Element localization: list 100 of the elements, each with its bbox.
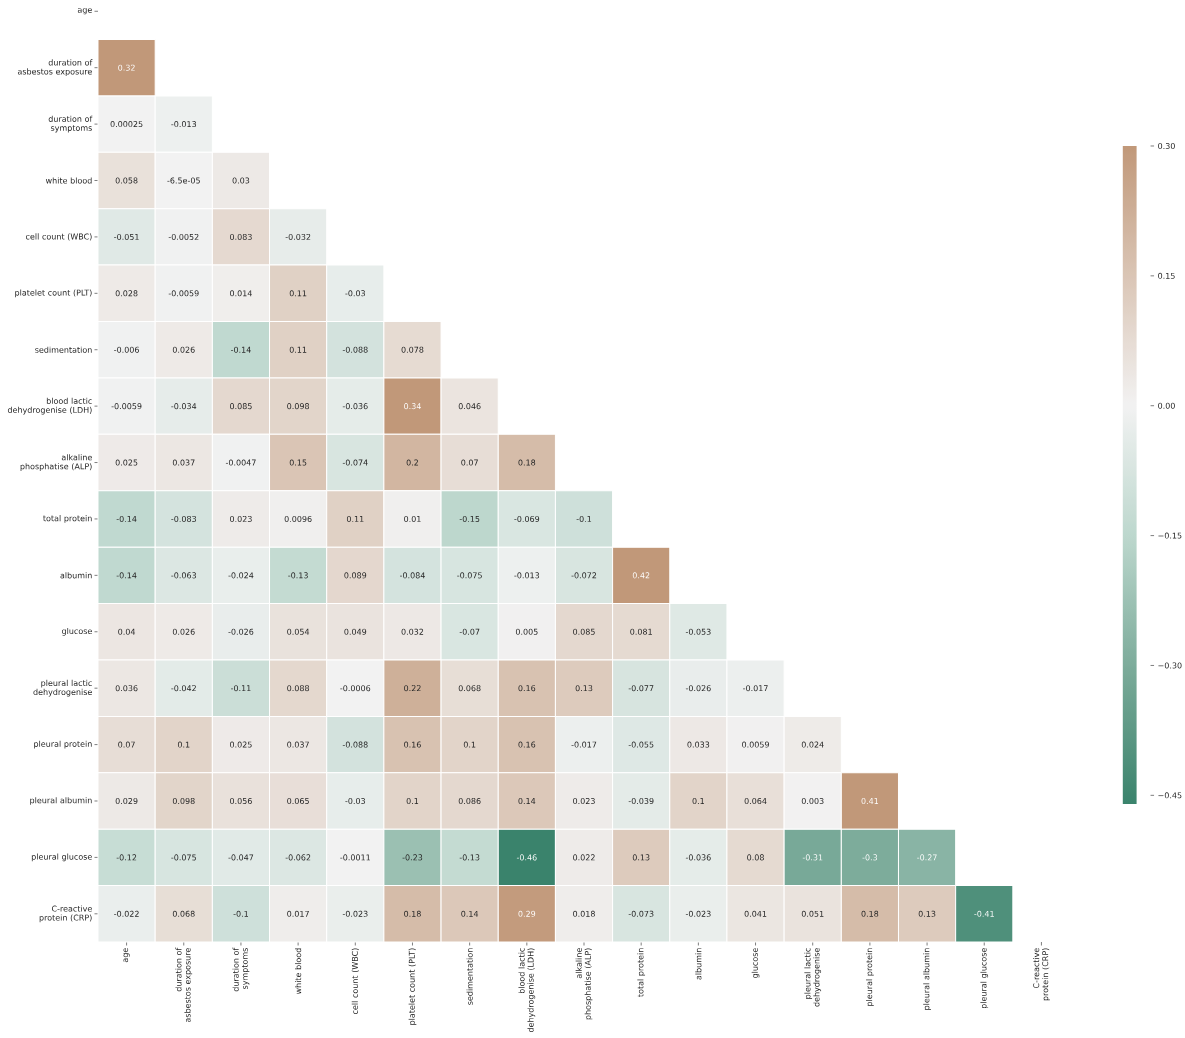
data-label: -0.017	[571, 741, 597, 748]
data-label: 0.11	[346, 515, 364, 522]
data-label: 0.29	[518, 910, 536, 917]
data-label: 0.16	[518, 741, 536, 748]
data-label: -0.023	[342, 910, 368, 917]
data-label: -0.074	[342, 459, 368, 466]
data-label: 0.065	[287, 797, 309, 805]
data-label: -0.15	[459, 515, 480, 522]
data-label: -0.3	[862, 854, 878, 861]
data-label: -0.088	[342, 346, 368, 353]
data-label: -0.41	[974, 910, 994, 917]
data-label: 0.081	[630, 628, 652, 635]
data-label: -0.063	[171, 572, 197, 579]
data-label: 0.41	[861, 797, 879, 805]
data-label: -0.0011	[340, 854, 370, 861]
data-label: 0.026	[172, 346, 195, 353]
data-label: 0.1	[406, 797, 419, 805]
x-tick-label: cell count (WBC)	[351, 948, 359, 1015]
data-label: 0.086	[458, 797, 481, 805]
data-label: 0.014	[230, 290, 252, 297]
data-label: 0.029	[115, 797, 138, 805]
y-tick-label: duration of symptoms	[48, 115, 93, 133]
data-label: 0.01	[404, 515, 421, 522]
data-label: -0.07	[459, 628, 480, 635]
data-label: 0.088	[287, 685, 310, 692]
data-label: 0.13	[575, 685, 593, 692]
data-label: 0.085	[230, 403, 252, 410]
data-label: 0.0059	[742, 741, 769, 748]
data-label: 0.026	[172, 628, 195, 635]
data-label: -0.27	[917, 854, 937, 861]
data-label: -0.14	[116, 572, 137, 579]
x-tick-label: duration of symptoms	[232, 947, 250, 992]
data-label: 0.023	[573, 797, 595, 805]
data-label: 0.1	[463, 741, 476, 748]
data-label: -0.14	[116, 515, 137, 522]
data-label: 0.34	[404, 403, 421, 410]
y-tick-label: cell count (WBC)	[25, 233, 92, 241]
data-label: 0.024	[801, 741, 824, 748]
data-label: 0.051	[801, 910, 824, 917]
y-tick-label: platelet count (PLT)	[15, 289, 92, 298]
data-label: 0.018	[573, 910, 595, 917]
data-label: 0.023	[230, 515, 252, 522]
data-label: 0.089	[344, 572, 367, 579]
y-tick-label: pleural glucose	[31, 853, 92, 862]
data-label: 0.036	[115, 685, 138, 692]
data-label: -0.013	[171, 121, 197, 128]
y-tick-label: total protein	[43, 515, 92, 523]
data-label: 0.18	[861, 910, 879, 917]
x-tick-label: pleural glucose	[980, 948, 989, 1009]
x-tick-label: albumin	[695, 948, 702, 980]
data-label: 0.098	[172, 797, 195, 805]
data-label: 0.14	[461, 910, 479, 917]
data-label: 0.00025	[110, 121, 143, 128]
x-tick-label: age	[123, 948, 130, 963]
data-label: 0.068	[458, 685, 481, 692]
x-tick-label: glucose	[751, 948, 760, 979]
y-tick-label: age	[77, 8, 92, 15]
y-tick-label: pleural albumin	[30, 797, 92, 805]
data-label: -0.0047	[225, 459, 256, 466]
data-label: -0.023	[685, 910, 711, 917]
data-label: -0.13	[288, 572, 308, 579]
data-label: -0.1	[233, 910, 248, 917]
data-label: -0.14	[230, 346, 251, 353]
data-label: 0.22	[404, 685, 421, 692]
y-tick-label: albumin	[60, 572, 92, 579]
data-label: 0.017	[287, 910, 309, 917]
data-label: 0.078	[401, 346, 424, 353]
data-label: 0.2	[406, 459, 419, 466]
data-label: 0.022	[573, 854, 595, 861]
data-label: 0.049	[344, 628, 367, 635]
data-label: 0.32	[118, 64, 135, 71]
y-tick-label: C-reactive protein (CRP)	[39, 905, 92, 923]
data-label: 0.16	[518, 685, 536, 692]
data-label: -0.0059	[168, 290, 199, 297]
color-bar-label: 0.15	[1158, 272, 1175, 279]
data-label: 0.1	[177, 741, 190, 748]
data-label: -0.047	[228, 854, 254, 861]
x-tick-label: pleural albumin	[923, 948, 931, 1010]
data-label: 0.025	[230, 741, 252, 748]
data-label: 0.037	[172, 459, 195, 466]
data-label: -0.053	[685, 628, 711, 635]
data-label: -0.073	[628, 910, 654, 917]
data-label: -0.051	[114, 233, 139, 240]
data-label: 0.11	[289, 346, 307, 353]
data-label: 0.14	[518, 797, 536, 805]
data-label: 0.054	[287, 628, 310, 635]
y-tick-label: pleural protein	[34, 740, 92, 749]
data-label: -0.042	[171, 685, 196, 692]
color-bar-label: 0.00	[1158, 402, 1175, 409]
color-bar-label: −0.30	[1158, 662, 1182, 669]
data-label: -0.0006	[340, 685, 371, 692]
data-label: -0.075	[457, 572, 482, 579]
data-label: 0.033	[687, 741, 710, 748]
data-label: 0.07	[118, 741, 135, 748]
data-label: 0.07	[461, 459, 478, 466]
data-label: 0.11	[289, 290, 307, 297]
x-tick-label: alkaline phosphatise (ALP)	[575, 948, 593, 1020]
y-tick-label: sedimentation	[35, 346, 92, 353]
data-label: 0.15	[289, 459, 307, 466]
data-label: -0.083	[171, 515, 197, 522]
